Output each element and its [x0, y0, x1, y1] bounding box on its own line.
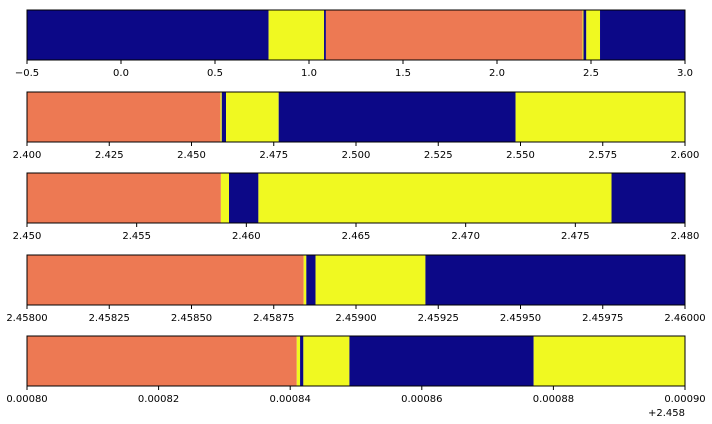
bar-segment: [303, 336, 350, 386]
x-tick-label: 2.45800: [6, 313, 47, 324]
x-tick-label: 2.45950: [500, 313, 541, 324]
bar-segment: [300, 336, 304, 386]
x-tick-label: 2.600: [671, 150, 700, 161]
x-tick-label: 2.550: [506, 150, 535, 161]
x-tick-label: 2.575: [588, 150, 617, 161]
x-tick-label: 1.0: [301, 68, 317, 79]
x-tick-label: 2.450: [13, 231, 42, 242]
x-tick-label: −0.5: [15, 68, 39, 79]
bar-segment: [27, 92, 221, 142]
x-tick-label: 2.470: [451, 231, 480, 242]
x-tick-label: 2.525: [424, 150, 453, 161]
panel-2: 2.400 2.425 2.450 2.475 2.500 2.525 2.550 2.575…: [13, 91, 700, 161]
axis-offset-label: +2.458: [648, 408, 685, 419]
x-tick-label: 0.5: [207, 68, 223, 79]
x-tick-label: 3.0: [677, 68, 693, 79]
bar-segment: [220, 92, 222, 142]
x-tick-label: 2.45825: [89, 313, 130, 324]
bar-segment: [229, 173, 259, 223]
bar-segment: [324, 10, 326, 60]
x-tick-label: 0.00090: [664, 394, 705, 405]
panel-5: 0.00080 0.00082 0.00084 0.00086 0.00088 0.000…: [6, 335, 706, 419]
x-tick-label: 0.00088: [533, 394, 574, 405]
bar-segment: [268, 10, 325, 60]
bar-segment: [600, 10, 685, 60]
x-tick-label: 2.5: [583, 68, 599, 79]
x-tick-label: 2.460: [232, 231, 261, 242]
bar-segment: [27, 10, 269, 60]
x-tick-label: 2.45850: [171, 313, 212, 324]
bar-segment: [533, 336, 685, 386]
x-tick-label: 1.5: [395, 68, 411, 79]
x-tick-label: 0.00084: [270, 394, 311, 405]
x-tick-label: 2.46000: [664, 313, 705, 324]
bar-segment: [425, 255, 685, 305]
x-tick-label: 2.480: [671, 231, 700, 242]
x-tick-label: 2.45925: [418, 313, 459, 324]
x-tick-label: 2.475: [561, 231, 590, 242]
bar-segment: [315, 255, 426, 305]
bar-segment: [586, 10, 601, 60]
bar-segment: [27, 255, 304, 305]
bar-segment: [349, 336, 534, 386]
bar-segment: [258, 173, 612, 223]
bar-segment: [220, 173, 230, 223]
x-tick-label: 2.465: [342, 231, 371, 242]
panel-1: −0.5 0.0 0.5 1.0 1.5 2.0 2.5 3.0: [15, 9, 693, 79]
panel-3: 2.450 2.455 2.460 2.465 2.470 2.475 2.480: [13, 172, 700, 242]
x-tick-label: 2.450: [177, 150, 206, 161]
x-tick-label: 2.500: [342, 150, 371, 161]
x-tick-label: 0.00086: [401, 394, 442, 405]
x-tick-label: 0.00080: [6, 394, 47, 405]
bar-segment: [611, 173, 685, 223]
x-tick-label: 0.0: [113, 68, 129, 79]
x-tick-label: 2.475: [259, 150, 288, 161]
bar-segment: [226, 92, 279, 142]
bar-segment: [278, 92, 516, 142]
bar-segment: [325, 10, 583, 60]
bar-segment: [27, 173, 221, 223]
x-tick-label: 2.455: [122, 231, 151, 242]
x-tick-label: 2.45975: [582, 313, 623, 324]
x-tick-label: 0.00082: [138, 394, 179, 405]
panel-4: 2.45800 2.45825 2.45850 2.45875 2.45900 2.459…: [6, 254, 706, 324]
bar-segment: [221, 92, 227, 142]
panel-frame: [26, 9, 686, 61]
x-tick-label: 2.45900: [335, 313, 376, 324]
panel-frame: [26, 335, 686, 387]
x-tick-label: 2.45875: [253, 313, 294, 324]
bar-segment: [583, 10, 587, 60]
bar-segment: [303, 255, 307, 305]
x-tick-label: 2.0: [489, 68, 505, 79]
bar-segment: [515, 92, 685, 142]
bar-segment: [582, 10, 584, 60]
x-tick-label: 2.425: [95, 150, 124, 161]
bar-segment: [27, 336, 297, 386]
bar-segment: [296, 336, 301, 386]
bar-segment: [306, 255, 316, 305]
x-tick-label: 2.400: [13, 150, 42, 161]
